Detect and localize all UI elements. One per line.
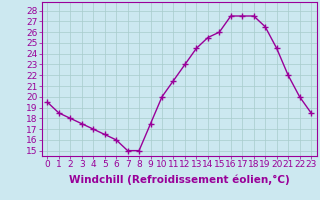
X-axis label: Windchill (Refroidissement éolien,°C): Windchill (Refroidissement éolien,°C) (69, 175, 290, 185)
